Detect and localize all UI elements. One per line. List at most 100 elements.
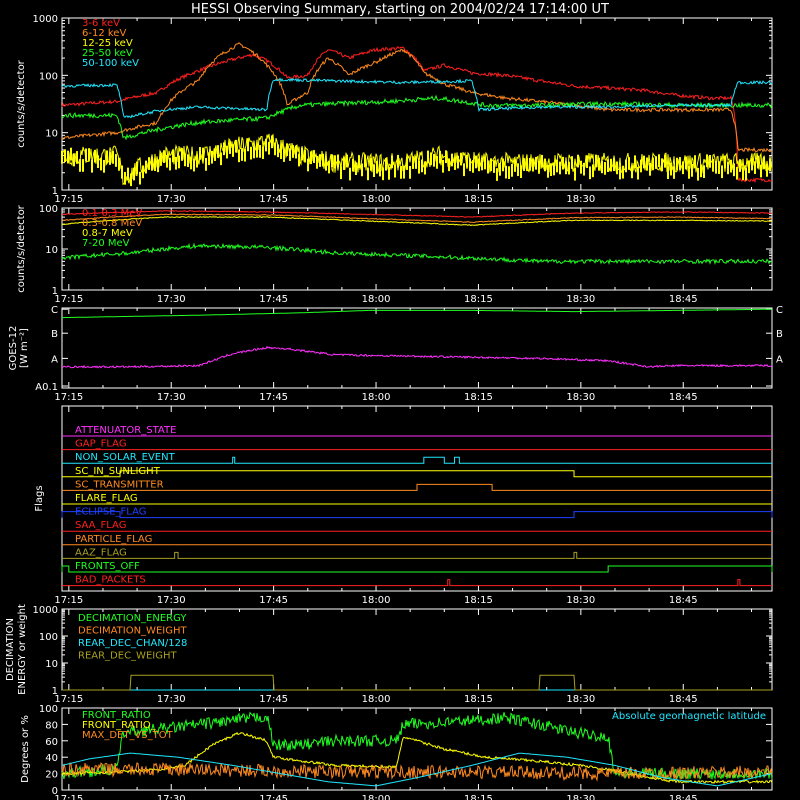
x-tick-label: 18:30 [566, 694, 595, 705]
legend-3-6-kev: 3-6 keV [82, 18, 120, 29]
flag-line-non-solar-event [62, 456, 772, 464]
plot-title: HESSI Observing Summary, starting on 200… [191, 2, 609, 17]
x-tick-label: 17:30 [157, 595, 186, 606]
y-axis-label: GOES-12 [8, 326, 19, 371]
y-tick-label: 100 [39, 704, 58, 715]
series-line-6-12-kev [61, 42, 772, 153]
x-tick-label: 17:45 [259, 694, 288, 705]
legend-decimation-energy: DECIMATION_ENERGY [78, 613, 187, 624]
y-axis-label: DECIMATION [5, 618, 16, 681]
x-tick-label: 17:30 [157, 194, 186, 205]
legend-front-ratio-: FRONT_RATIO_ [82, 720, 157, 731]
y-tick-label: 80 [45, 720, 58, 731]
panel-background-rates: 17:15 17:30 17:45 18:00 18:15 18:30 18:45 1 10 10… [16, 204, 773, 305]
legend-50-100-kev: 50-100 keV [82, 58, 139, 69]
series-line-50-100-kev [61, 77, 773, 119]
y-tick-label: 1 [52, 686, 58, 697]
y-tick-label: A0.1 [35, 382, 58, 393]
x-tick-label: 18:45 [669, 294, 698, 305]
y-tick-label: 100 [39, 71, 58, 82]
x-tick-label: 17:30 [157, 392, 186, 403]
y-tick-label-right: C [776, 305, 783, 316]
x-tick-label: 17:15 [54, 595, 83, 606]
series-line-12-25-kev [61, 133, 773, 186]
series-line-rear-dec-weight [62, 674, 772, 691]
x-tick-label: 18:15 [464, 694, 493, 705]
x-tick-label: 17:45 [259, 194, 288, 205]
series-line-absolute-geomagnetic-latitude [61, 752, 773, 787]
x-tick-label: 18:15 [464, 194, 493, 205]
y-tick-label-right: A [776, 354, 783, 365]
y-axis-label: Flags [34, 485, 45, 511]
panel-frame [61, 707, 773, 791]
x-tick-label: 18:15 [464, 294, 493, 305]
panel-frame [61, 17, 773, 191]
series-line-7-20-mev [61, 242, 773, 266]
legend-25-50-kev: 25-50 keV [82, 48, 133, 59]
panel-frame [61, 307, 773, 389]
y-axis-unit: [W m⁻²] [19, 328, 30, 368]
x-tick-label: 18:45 [669, 794, 698, 800]
x-tick-label: 18:30 [566, 294, 595, 305]
flag-label-gap-flag: GAP_FLAG [75, 439, 127, 450]
x-tick-label: 18:30 [566, 794, 595, 800]
y-tick-label: 1000 [33, 14, 58, 25]
flag-label-non-solar-event: NON_SOLAR_EVENT [75, 452, 176, 463]
y-tick-label: B [51, 329, 58, 340]
y-axis-label: counts/s/detector [16, 204, 27, 292]
x-tick-label: 17:30 [157, 694, 186, 705]
x-tick-label: 17:45 [259, 294, 288, 305]
legend-6-12-kev: 6-12 keV [82, 28, 126, 39]
y-tick-label: 60 [45, 737, 58, 748]
series-line-front-ratio [61, 711, 773, 781]
flag-label-aaz-flag: AAZ_FLAG [75, 547, 127, 558]
flag-label-fronts-off: FRONTS_OFF [75, 561, 140, 572]
y-tick-label: 40 [45, 753, 58, 764]
x-tick-label: 17:15 [54, 194, 83, 205]
x-tick-label: 18:30 [566, 194, 595, 205]
x-tick-label: 18:00 [362, 595, 391, 606]
legend-max-det-vs-tot: MAX_DET_VS_TOT [82, 730, 174, 741]
panel-goes: 17:15 17:30 17:45 18:00 18:15 18:30 18:45 A0.1 A… [8, 305, 783, 403]
flag-label-attenuator-state: ATTENUATOR_STATE [75, 425, 176, 436]
series-line-long [62, 308, 772, 319]
x-tick-label: 18:15 [464, 794, 493, 800]
y-tick-label: 10 [45, 245, 58, 256]
series-line-max-det-vs-tot [61, 762, 773, 782]
series-line-0-1-0-3-mev [62, 210, 773, 218]
y-tick-label: 100 [39, 632, 58, 643]
x-tick-label: 17:45 [259, 392, 288, 403]
flag-line-sc-transmitter [62, 483, 772, 491]
panel-decimation: 17:15 17:30 17:45 18:00 18:15 18:30 18:45 1 10 10… [5, 604, 773, 705]
flag-label-saa-flag: SAA_FLAG [75, 520, 126, 531]
series-line-25-50-kev [61, 94, 773, 141]
flag-label-eclipse-flag: ECLIPSE_FLAG [75, 507, 146, 518]
flag-line-sc-in-sunlight [62, 470, 772, 478]
x-tick-label: 18:00 [362, 294, 391, 305]
x-tick-label: 18:45 [669, 194, 698, 205]
x-tick-label: 18:45 [669, 595, 698, 606]
legend-0-8-7-mev: 0.8-7 MeV [82, 228, 133, 239]
x-tick-label: 18:00 [362, 694, 391, 705]
y-tick-label: 100 [39, 204, 58, 215]
flag-line-bad-packets [62, 579, 772, 587]
x-tick-label: 17:15 [54, 794, 83, 800]
y-tick-label: 0 [52, 786, 58, 797]
legend-decimation-weight: DECIMATION_WEIGHT [78, 626, 187, 637]
flag-label-sc-transmitter: SC_TRANSMITTER [75, 479, 164, 490]
y-tick-label: 20 [45, 770, 58, 781]
flag-label-particle-flag: PARTICLE_FLAG [75, 534, 152, 545]
flag-line-eclipse-flag [61, 511, 773, 519]
flag-label-sc-in-sunlight: SC_IN_SUNLIGHT [75, 466, 161, 477]
x-tick-label: 18:15 [464, 392, 493, 403]
y-axis-label: Degrees or % [20, 715, 31, 783]
y-tick-label: 10 [45, 129, 58, 140]
y-tick-label: 1 [52, 286, 58, 297]
x-tick-label: 18:45 [669, 694, 698, 705]
x-tick-label: 18:00 [362, 194, 391, 205]
x-tick-label: 17:15 [54, 294, 83, 305]
x-tick-label: 18:00 [362, 392, 391, 403]
y-axis-label: ENERGY or weight [17, 604, 28, 695]
legend-0-3-0-8-mev: 0.3-0.8 MeV [82, 218, 142, 229]
